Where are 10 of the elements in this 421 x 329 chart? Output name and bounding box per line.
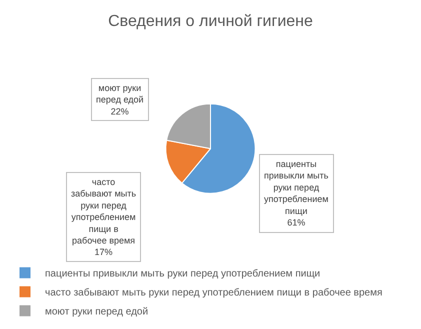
- legend-label: моют руки перед едой: [45, 306, 148, 318]
- legend-label: часто забывают мыть руки перед употреблением пищи в рабочее время: [45, 288, 382, 299]
- data-label: 61%: [287, 218, 306, 228]
- legend-label: пациенты привыкли мыть руки перед употреблением пищи: [45, 268, 320, 280]
- chart-title: Сведения о личной гигиене: [108, 13, 313, 30]
- slice-label: часто забывают мыть руки перед употреблением пищи в рабочее время: [71, 177, 136, 246]
- data-label: 17%: [94, 247, 113, 258]
- slice-label: пациенты привыкли мыть руки перед употреблением пищи: [264, 159, 329, 216]
- data-label: 22%: [110, 106, 129, 116]
- slice-label: моют руки перед едой: [96, 83, 144, 105]
